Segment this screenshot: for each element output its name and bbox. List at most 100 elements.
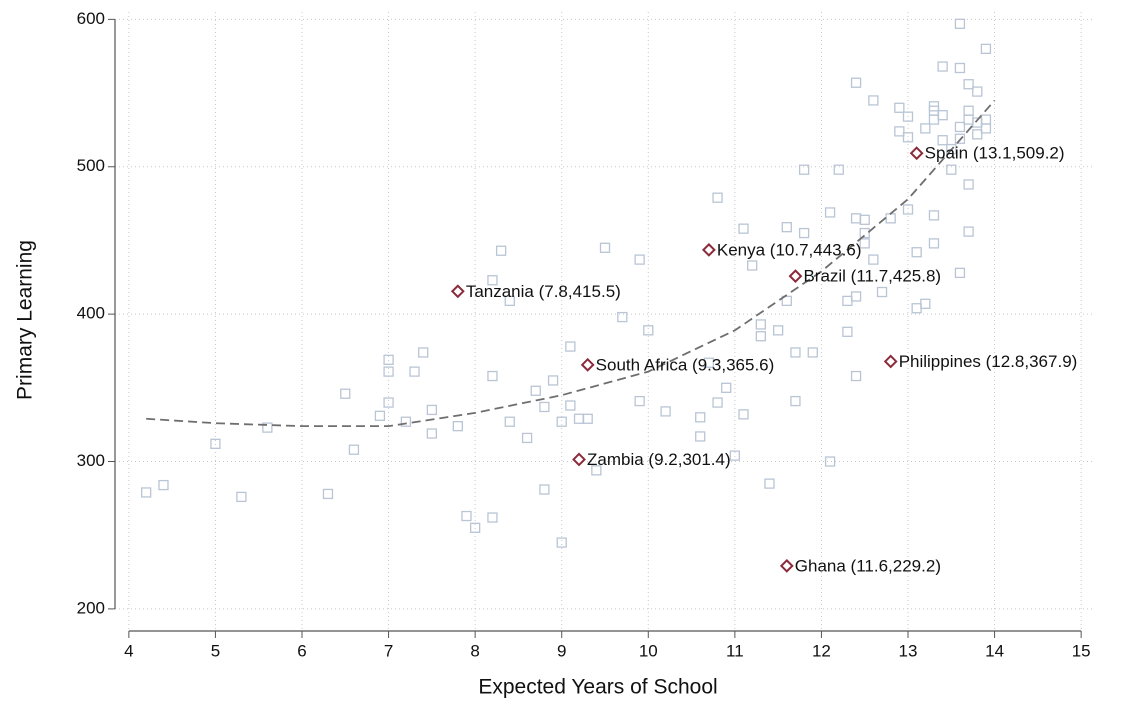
- highlight-point: [909, 146, 924, 161]
- point: [954, 121, 966, 133]
- x-tick-label: 10: [639, 641, 658, 660]
- fit-line: [146, 99, 996, 428]
- point: [426, 428, 438, 439]
- point: [530, 385, 541, 396]
- point: [539, 401, 550, 413]
- y-axis-title: Primary Learning: [14, 240, 37, 400]
- point: [262, 422, 273, 433]
- point: [850, 213, 862, 224]
- point: [902, 204, 914, 215]
- point: [504, 295, 515, 307]
- point-label: Brazil (11.7,425.8): [803, 267, 941, 286]
- point: [712, 192, 723, 203]
- point: [487, 370, 498, 382]
- point: [963, 179, 974, 190]
- y-tick-label: 200: [77, 598, 105, 617]
- point: [894, 102, 905, 113]
- x-tick-label: 9: [557, 641, 566, 660]
- point: [383, 366, 394, 377]
- point: [556, 416, 567, 427]
- point: [824, 207, 836, 218]
- point-label: South Africa (9.3,365.6): [596, 355, 775, 374]
- point: [695, 412, 706, 423]
- point: [729, 450, 741, 461]
- point: [764, 478, 775, 489]
- point: [504, 416, 515, 427]
- point: [781, 222, 792, 233]
- point-label: Spain (13.1,509.2): [925, 144, 1065, 163]
- point: [980, 114, 992, 125]
- point: [790, 395, 801, 407]
- point: [876, 286, 888, 298]
- point: [521, 432, 533, 444]
- point: [807, 347, 818, 358]
- point-label: Tanzania (7.8,415.5): [466, 282, 621, 301]
- point: [539, 484, 550, 495]
- x-tick-label: 12: [812, 641, 831, 660]
- point: [755, 319, 766, 330]
- x-tick-label: 8: [470, 641, 479, 660]
- point: [565, 341, 576, 352]
- point: [452, 420, 463, 432]
- y-tick-label: 500: [77, 156, 105, 175]
- point: [643, 325, 654, 336]
- point: [712, 397, 723, 408]
- point: [842, 295, 853, 307]
- highlight-point: [779, 558, 794, 573]
- point: [487, 275, 498, 286]
- point: [383, 354, 394, 365]
- point: [599, 242, 611, 253]
- x-tick-label: 15: [1072, 641, 1091, 660]
- point: [928, 210, 940, 221]
- x-tick-label: 13: [899, 641, 918, 660]
- point: [894, 126, 905, 137]
- point-label: Ghana (11.6,229.2): [795, 556, 941, 575]
- point: [937, 135, 948, 146]
- highlight-point: [450, 284, 465, 299]
- point: [591, 465, 602, 476]
- x-tick-label: 5: [211, 641, 220, 660]
- point: [236, 491, 247, 503]
- point: [495, 245, 507, 256]
- point: [461, 510, 472, 522]
- point: [885, 213, 896, 224]
- point: [703, 357, 715, 368]
- point: [409, 366, 420, 377]
- point: [859, 214, 870, 225]
- point: [348, 444, 360, 455]
- highlight-point: [883, 354, 898, 369]
- x-tick-label: 4: [124, 641, 133, 660]
- x-tick-label: 6: [297, 641, 306, 660]
- y-tick-label: 400: [77, 304, 105, 323]
- point: [487, 512, 498, 523]
- highlight-point: [572, 452, 586, 467]
- highlight-point: [580, 357, 595, 372]
- point: [972, 129, 983, 140]
- point: [374, 410, 386, 421]
- point: [469, 522, 481, 533]
- point: [850, 77, 862, 88]
- point: [902, 132, 914, 143]
- point-label: Kenya (10.7,443.6): [717, 240, 862, 259]
- x-axis-title: Expected Years of School: [478, 676, 717, 699]
- point: [798, 164, 810, 175]
- point: [158, 479, 169, 491]
- point: [946, 164, 957, 175]
- point: [772, 325, 784, 336]
- point: [963, 226, 974, 237]
- point: [937, 110, 948, 121]
- point: [859, 238, 870, 249]
- point: [400, 416, 412, 427]
- point: [954, 267, 966, 279]
- point: [634, 254, 645, 265]
- x-tick-label: 7: [384, 641, 393, 660]
- point: [383, 397, 394, 408]
- point: [920, 123, 931, 134]
- point: [573, 413, 585, 424]
- point: [790, 347, 801, 358]
- point: [963, 105, 974, 116]
- point: [928, 238, 940, 249]
- y-tick-label: 300: [77, 451, 105, 470]
- point: [418, 347, 429, 358]
